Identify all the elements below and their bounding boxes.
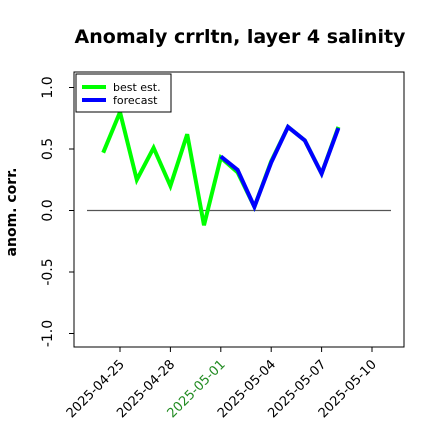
legend: best est.forecast (75, 73, 172, 113)
legend-box (75, 73, 172, 113)
y-tick-label: 0.0 (40, 199, 56, 221)
legend-entry-label: forecast (113, 94, 158, 107)
chart-title: Anomaly crrltn, layer 4 salinity (74, 26, 406, 48)
y-tick-label: 0.5 (40, 138, 56, 160)
y-tick-label: 1.0 (40, 76, 56, 98)
plot-area (74, 72, 404, 347)
plot-frame (73, 71, 405, 348)
legend-entry-label: best est. (113, 81, 161, 94)
series-line-forecast (219, 123, 341, 212)
y-tick-label: -0.5 (40, 258, 56, 285)
y-tick-label: -1.0 (40, 320, 56, 347)
